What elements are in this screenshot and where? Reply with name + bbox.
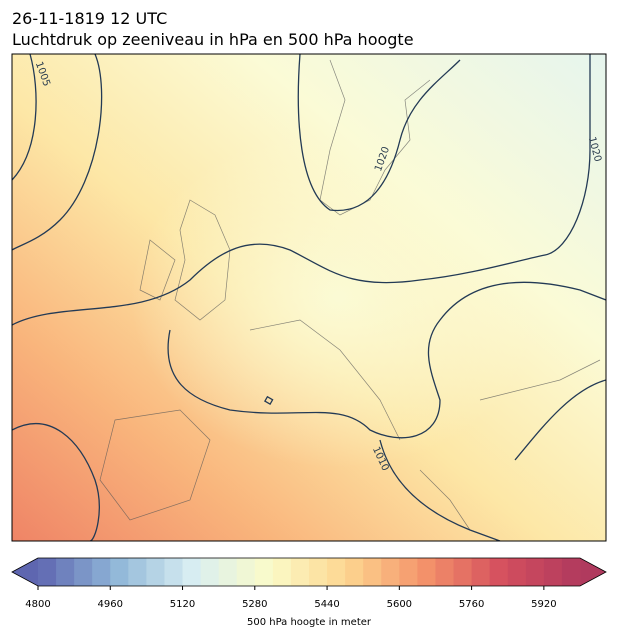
colorbar-segment [74,558,93,586]
colorbar-segment [471,558,491,586]
colorbar-segment [254,558,274,586]
isobar [12,54,103,251]
colorbar-extend-high [580,558,606,586]
colorbar-label: 500 hPa hoogte in meter [247,617,372,628]
colorbar-segment [327,558,346,586]
colorbar-tick-label: 4960 [98,599,123,610]
colorbar-segment [399,558,418,586]
map-frame [11,53,607,542]
colorbar-segment [381,558,400,586]
colorbar-segment [507,558,527,586]
colorbar-segment [110,558,129,586]
isobar [264,395,274,405]
colorbar-segment [363,558,382,586]
colorbar-segment [182,558,202,586]
map: 1005 1020 1020 1010 [12,54,606,541]
isobar [12,423,100,541]
colorbar-segment [200,558,220,586]
colorbar-segment [453,558,473,586]
isobar [514,379,606,461]
isobar [379,439,501,541]
colorbar-segment [525,558,545,586]
colorbar-segment [345,558,364,586]
isobar [297,54,461,212]
colorbar-segment [128,558,147,586]
title: 26-11-1819 12 UTC [12,9,167,28]
colorbar-segment [489,558,509,586]
colorbar-tick-label: 5280 [242,599,267,610]
colorbar-segment [218,558,238,586]
colorbar-outline [11,557,607,587]
colorbar-segment [38,558,57,586]
colorbar-tick-label: 5440 [314,599,339,610]
colorbar-tick-label: 5120 [170,599,195,610]
isobar [167,281,606,439]
colorbar-segment [56,558,75,586]
colorbar-segment [164,558,184,586]
colorbar-tick-label: 5760 [459,599,484,610]
isobar [12,54,37,181]
colorbar-segment [236,558,256,586]
colorbar-segment [146,558,165,586]
colorbar-segment [272,558,292,586]
colorbar-segment [92,558,111,586]
colorbar-segment [561,558,581,586]
colorbar-extend-low [12,558,38,586]
colorbar-segment [417,558,436,586]
colorbar-segment [309,558,328,586]
isobar [12,54,591,326]
colorbar-tick-label: 5920 [531,599,556,610]
colorbar-tick-label: 5600 [387,599,412,610]
colorbar-segment [435,558,455,586]
colorbar-segment [290,558,310,586]
colorbar-tick-label: 4800 [25,599,50,610]
height-field-center [12,54,606,541]
colorbar: 4800 4960 5120 5280 5440 5600 5760 5920 [11,557,607,610]
subtitle: Luchtdruk op zeeniveau in hPa en 500 hPa… [12,30,414,49]
colorbar-segment [543,558,563,586]
